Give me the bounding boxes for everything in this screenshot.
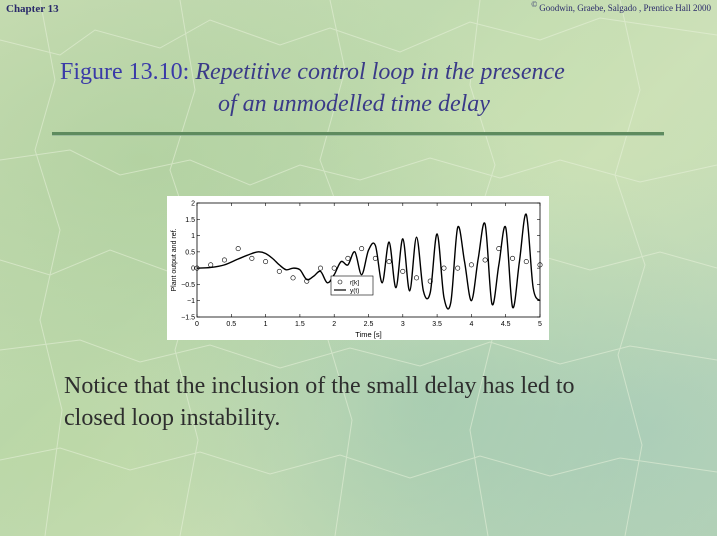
caption-line-2: of an unmodelled time delay [218, 91, 490, 117]
legend-marker-r [337, 279, 343, 285]
y-tick-label: 0 [191, 266, 195, 273]
legend-label-y: y(t) [350, 288, 359, 295]
series-point-r [468, 262, 474, 268]
series-point-r [414, 275, 420, 281]
credit-text: Goodwin, Graebe, Salgado , Prentice Hall… [539, 3, 711, 13]
x-tick-label: 3 [401, 321, 405, 328]
series-point-r [510, 255, 516, 261]
chapter-label: Chapter 13 [6, 3, 59, 15]
series-point-r [400, 268, 406, 274]
series-point-r [235, 246, 241, 252]
x-tick-label: 2 [332, 321, 336, 328]
series-point-r [290, 275, 296, 281]
series-point-r [482, 257, 488, 263]
series-line-y [196, 213, 541, 310]
series-point-r [331, 265, 337, 271]
y-tick-label: 1 [191, 233, 195, 240]
copyright-symbol: © [531, 0, 538, 9]
y-tick-label: −0.5 [181, 282, 195, 289]
series-point-r [441, 265, 447, 271]
body-line-1: Notice that the inclusion of the small d… [64, 373, 575, 399]
series-point-r [249, 255, 255, 261]
body-line-2: closed loop instability. [64, 405, 281, 431]
series-point-r [455, 265, 461, 271]
plot-chart: 0 0.5 1 1.5 2 2.5 3 3.5 4 4.5 5 2 1.5 1 0.5 0 −0.5 −1 −1.5… [171, 201, 543, 339]
series-point-r [386, 259, 392, 265]
series-point-r [359, 246, 365, 252]
legend: r[k]y(t) [330, 275, 374, 296]
x-tick-label: 5 [538, 321, 542, 328]
caption-line-1: Repetitive control loop in the presence [195, 59, 565, 85]
series-point-r [537, 262, 543, 268]
series-point-r [345, 255, 351, 261]
publisher-credit: © Goodwin, Graebe, Salgado , Prentice Hal… [531, 0, 711, 13]
figure-panel: 0 0.5 1 1.5 2 2.5 3 3.5 4 4.5 5 2 1.5 1 0.5 0 −0.5 −1 −1.5… [167, 196, 549, 340]
series-point-r [372, 255, 378, 261]
series-point-r [276, 268, 282, 274]
series-point-r [194, 265, 200, 271]
y-tick-label: −1.5 [181, 315, 195, 322]
legend-label-r: r[k] [350, 280, 359, 287]
x-tick-label: 0 [195, 321, 199, 328]
body-text: Notice that the inclusion of the small d… [64, 370, 684, 434]
x-tick-label: 1.5 [295, 321, 305, 328]
title-divider [52, 132, 664, 136]
series-point-r [263, 259, 269, 265]
series-point-r [221, 257, 227, 263]
x-axis-label: Time [s] [355, 330, 381, 339]
series-point-r [208, 262, 214, 268]
x-tick-label: 1 [264, 321, 268, 328]
x-tick-label: 4.5 [501, 321, 511, 328]
x-tick-label: 0.5 [226, 321, 236, 328]
figure-number: Figure 13.10 [60, 59, 183, 85]
x-tick-label: 4 [469, 321, 473, 328]
y-tick-label: 2 [191, 201, 195, 208]
series-point-r [317, 265, 323, 271]
y-tick-label: −1 [187, 298, 195, 305]
x-tick-label: 3.5 [432, 321, 442, 328]
x-tick-label: 2.5 [364, 321, 374, 328]
figure-separator: : [182, 59, 190, 85]
y-axis-label: Plant output and ref. [171, 228, 178, 291]
series-point-r [496, 246, 502, 252]
y-tick-label: 1.5 [185, 217, 195, 224]
series-point-r [523, 259, 529, 265]
series-point-r [427, 278, 433, 284]
slide-title: Figure 13.10: Repetitive control loop in… [60, 56, 680, 120]
y-tick-label: 0.5 [185, 249, 195, 256]
series-point-r [304, 278, 310, 284]
